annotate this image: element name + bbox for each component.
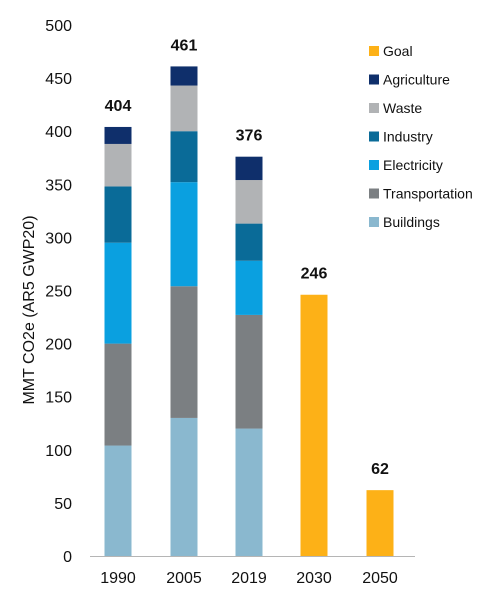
y-tick-label: 200 <box>45 337 72 354</box>
bar-segment-waste-1990 <box>104 143 132 187</box>
bar-segment-goal-2050 <box>366 490 394 556</box>
y-tick-label: 400 <box>45 124 72 141</box>
bar-segment-transportation-1990 <box>104 343 132 446</box>
bar-segment-buildings-2019 <box>235 428 263 556</box>
bar-segment-electricity-2005 <box>170 182 198 287</box>
bar-total-label: 246 <box>301 266 328 283</box>
x-tick-label: 2050 <box>362 570 398 587</box>
y-tick-label: 250 <box>45 284 72 301</box>
bar-segment-industry-1990 <box>104 186 132 243</box>
x-tick-label: 2019 <box>231 570 267 587</box>
bar-total-label: 461 <box>171 37 198 54</box>
x-axis: 1990 2005 2019 2030 2050 <box>90 556 415 587</box>
legend-label-buildings: Buildings <box>383 214 440 230</box>
y-tick-label: 300 <box>45 230 72 247</box>
bar-total-label: 404 <box>105 98 132 115</box>
x-tick-label: 2030 <box>296 570 332 587</box>
legend-label-industry: Industry <box>383 129 433 145</box>
y-tick-label: 450 <box>45 71 72 88</box>
bar-segment-agriculture-1990 <box>104 126 132 144</box>
bar-segment-industry-2019 <box>235 223 263 261</box>
y-tick-label: 350 <box>45 177 72 194</box>
legend-swatch-industry <box>369 131 379 142</box>
x-tick-label: 2005 <box>166 570 202 587</box>
bar-totals: 404 461 376 246 62 <box>105 37 389 478</box>
legend-swatch-buildings <box>369 217 379 227</box>
y-axis-label: MMT CO2e (AR5 GWP20) <box>21 215 38 404</box>
bar-total-label: 376 <box>236 128 263 145</box>
legend-label-goal: Goal <box>383 43 413 59</box>
bar-segment-agriculture-2005 <box>170 66 198 86</box>
bar-total-label: 62 <box>371 461 389 478</box>
bar-segment-electricity-2019 <box>235 260 263 315</box>
bar-segment-goal-2030 <box>300 294 328 556</box>
y-tick-label: 150 <box>45 390 72 407</box>
x-tick-label: 1990 <box>100 570 136 587</box>
y-tick-label: 50 <box>54 496 72 513</box>
legend-swatch-agriculture <box>369 74 379 85</box>
y-axis: 0 50 100 150 200 250 300 350 400 450 500 <box>45 18 72 566</box>
legend-swatch-waste <box>369 103 379 113</box>
bar-segment-industry-2005 <box>170 131 198 183</box>
bar-segment-electricity-1990 <box>104 242 132 344</box>
y-tick-label: 500 <box>45 18 72 35</box>
bar-segment-transportation-2005 <box>170 286 198 418</box>
bar-segment-transportation-2019 <box>235 314 263 429</box>
legend-swatch-transportation <box>369 188 379 199</box>
legend-label-agriculture: Agriculture <box>383 72 450 88</box>
bars <box>104 66 394 556</box>
legend-label-electricity: Electricity <box>383 157 443 173</box>
bar-segment-waste-2019 <box>235 180 263 224</box>
legend-swatch-goal <box>369 46 379 56</box>
legend-swatch-electricity <box>369 160 379 170</box>
bar-segment-waste-2005 <box>170 85 198 132</box>
bar-segment-buildings-1990 <box>104 445 132 556</box>
y-tick-label: 100 <box>45 443 72 460</box>
y-tick-label: 0 <box>63 549 72 566</box>
bar-segment-buildings-2005 <box>170 417 198 556</box>
legend-label-transportation: Transportation <box>383 186 473 202</box>
bar-segment-agriculture-2019 <box>235 156 263 181</box>
legend-label-waste: Waste <box>383 100 422 116</box>
legend: Goal Agriculture Waste Industry Electricity T… <box>369 43 473 230</box>
